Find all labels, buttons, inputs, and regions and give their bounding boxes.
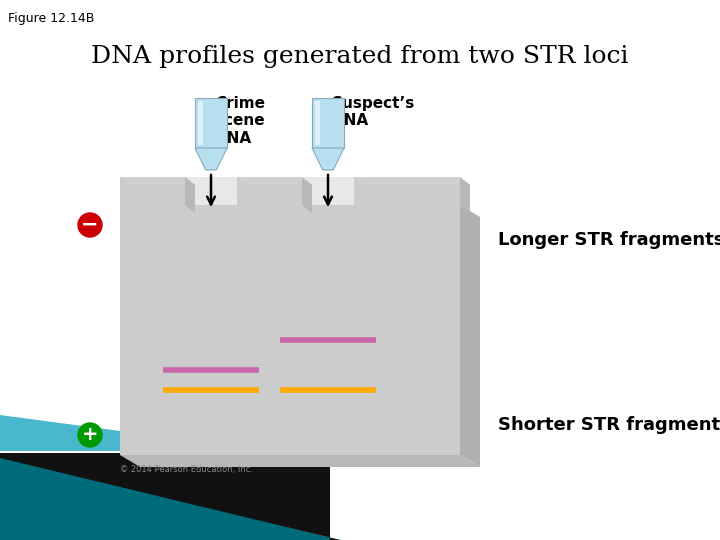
Polygon shape bbox=[120, 177, 185, 205]
Polygon shape bbox=[312, 98, 344, 148]
Polygon shape bbox=[237, 177, 302, 205]
Text: +: + bbox=[82, 426, 98, 444]
Text: −: − bbox=[81, 215, 99, 235]
Text: Figure 12.14B: Figure 12.14B bbox=[8, 12, 94, 25]
Polygon shape bbox=[302, 177, 312, 213]
Text: Crime
scene
DNA: Crime scene DNA bbox=[215, 96, 265, 146]
Polygon shape bbox=[460, 205, 480, 467]
Polygon shape bbox=[185, 177, 195, 213]
Text: © 2014 Pearson Education, Inc.: © 2014 Pearson Education, Inc. bbox=[120, 465, 253, 474]
Polygon shape bbox=[460, 177, 470, 213]
Polygon shape bbox=[195, 98, 227, 148]
Polygon shape bbox=[195, 148, 227, 170]
Polygon shape bbox=[120, 205, 460, 455]
Polygon shape bbox=[0, 453, 340, 540]
Polygon shape bbox=[302, 177, 354, 205]
Polygon shape bbox=[0, 455, 340, 540]
Text: DNA profiles generated from two STR loci: DNA profiles generated from two STR loci bbox=[91, 45, 629, 68]
Polygon shape bbox=[237, 177, 312, 185]
Text: Longer STR fragments: Longer STR fragments bbox=[498, 231, 720, 249]
Polygon shape bbox=[120, 455, 480, 467]
Text: Shorter STR fragments: Shorter STR fragments bbox=[498, 416, 720, 434]
Circle shape bbox=[78, 213, 102, 237]
Polygon shape bbox=[354, 177, 470, 185]
Polygon shape bbox=[312, 148, 344, 170]
Polygon shape bbox=[354, 177, 460, 205]
Polygon shape bbox=[120, 177, 195, 185]
Polygon shape bbox=[185, 177, 237, 205]
Circle shape bbox=[78, 423, 102, 447]
Polygon shape bbox=[198, 101, 203, 145]
Text: Suspect’s
DNA: Suspect’s DNA bbox=[332, 96, 415, 129]
Polygon shape bbox=[0, 415, 270, 451]
Polygon shape bbox=[315, 101, 320, 145]
